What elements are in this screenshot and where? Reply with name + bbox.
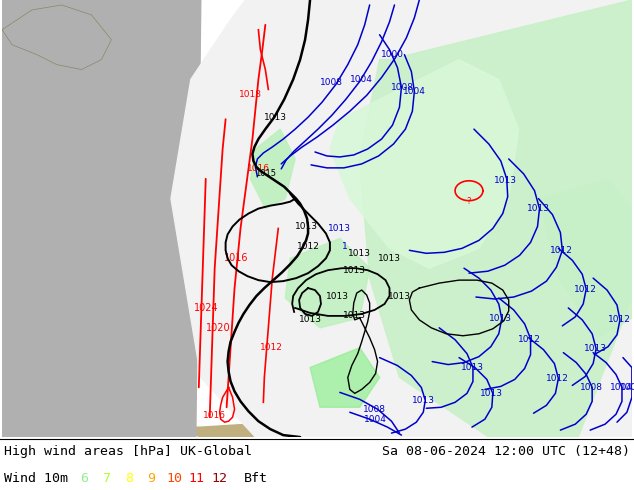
- Text: 1004: 1004: [350, 75, 373, 84]
- Polygon shape: [564, 129, 632, 226]
- Text: 1020: 1020: [206, 323, 231, 333]
- Text: 1013: 1013: [460, 363, 484, 372]
- Polygon shape: [2, 0, 201, 437]
- Text: 1013: 1013: [348, 249, 372, 258]
- Text: 1004: 1004: [364, 415, 387, 424]
- Text: 1013: 1013: [264, 113, 287, 122]
- Text: 1004: 1004: [609, 383, 632, 392]
- Polygon shape: [330, 60, 519, 268]
- Polygon shape: [171, 0, 632, 437]
- Text: 1013: 1013: [489, 315, 512, 323]
- Text: 1012: 1012: [574, 285, 597, 294]
- Text: 1013: 1013: [328, 224, 351, 233]
- Text: 1013: 1013: [412, 396, 435, 405]
- Text: 1012: 1012: [297, 242, 320, 251]
- Text: 1: 1: [342, 242, 347, 251]
- Text: 1013: 1013: [527, 204, 550, 213]
- Text: 1012: 1012: [550, 246, 573, 255]
- Text: 1016: 1016: [247, 164, 270, 173]
- Text: 7: 7: [103, 472, 110, 485]
- Text: 1008: 1008: [391, 83, 414, 92]
- Text: 1016: 1016: [224, 253, 249, 263]
- Polygon shape: [181, 415, 632, 437]
- Polygon shape: [285, 239, 370, 328]
- Text: 1013: 1013: [495, 176, 517, 185]
- Text: 1013: 1013: [388, 292, 411, 300]
- Text: 11: 11: [188, 472, 205, 485]
- Text: 1015: 1015: [255, 170, 276, 178]
- Text: 1013: 1013: [327, 292, 349, 300]
- Text: 1012: 1012: [518, 335, 541, 344]
- Text: 1012: 1012: [607, 316, 630, 324]
- Polygon shape: [524, 0, 632, 154]
- Text: 1018: 1018: [239, 90, 262, 99]
- Text: 1013: 1013: [299, 316, 321, 324]
- Text: 1004: 1004: [403, 87, 426, 96]
- Text: 1012: 1012: [260, 343, 283, 352]
- Text: 1008: 1008: [579, 383, 603, 392]
- Polygon shape: [2, 5, 112, 70]
- Polygon shape: [359, 0, 632, 437]
- Text: 1013: 1013: [481, 389, 503, 398]
- Polygon shape: [250, 129, 295, 209]
- Text: 1013: 1013: [343, 266, 366, 275]
- Text: 1013: 1013: [584, 344, 607, 353]
- Text: ?: ?: [467, 196, 471, 206]
- Text: 1013: 1013: [378, 254, 401, 263]
- Text: 9: 9: [148, 472, 155, 485]
- Text: Sa 08-06-2024 12:00 UTC (12+48): Sa 08-06-2024 12:00 UTC (12+48): [382, 445, 630, 459]
- Text: High wind areas [hPa] UK-Global: High wind areas [hPa] UK-Global: [4, 445, 252, 459]
- Text: 10: 10: [166, 472, 182, 485]
- Text: 1012: 1012: [546, 374, 569, 383]
- Text: 12: 12: [211, 472, 227, 485]
- Text: 1000: 1000: [381, 50, 404, 59]
- Polygon shape: [310, 348, 380, 407]
- Polygon shape: [538, 179, 632, 338]
- Text: 1008: 1008: [363, 405, 386, 414]
- Text: 6: 6: [80, 472, 88, 485]
- Polygon shape: [439, 348, 632, 437]
- Text: Bft: Bft: [243, 472, 268, 485]
- Text: 8: 8: [125, 472, 133, 485]
- Text: 1013: 1013: [343, 311, 366, 320]
- Text: 1000: 1000: [621, 383, 634, 392]
- Polygon shape: [2, 0, 121, 79]
- Text: 1024: 1024: [195, 303, 219, 313]
- Text: 1013: 1013: [295, 222, 318, 231]
- Text: 1008: 1008: [320, 78, 344, 87]
- Text: Wind 10m: Wind 10m: [4, 472, 68, 485]
- Text: 1016: 1016: [203, 411, 226, 420]
